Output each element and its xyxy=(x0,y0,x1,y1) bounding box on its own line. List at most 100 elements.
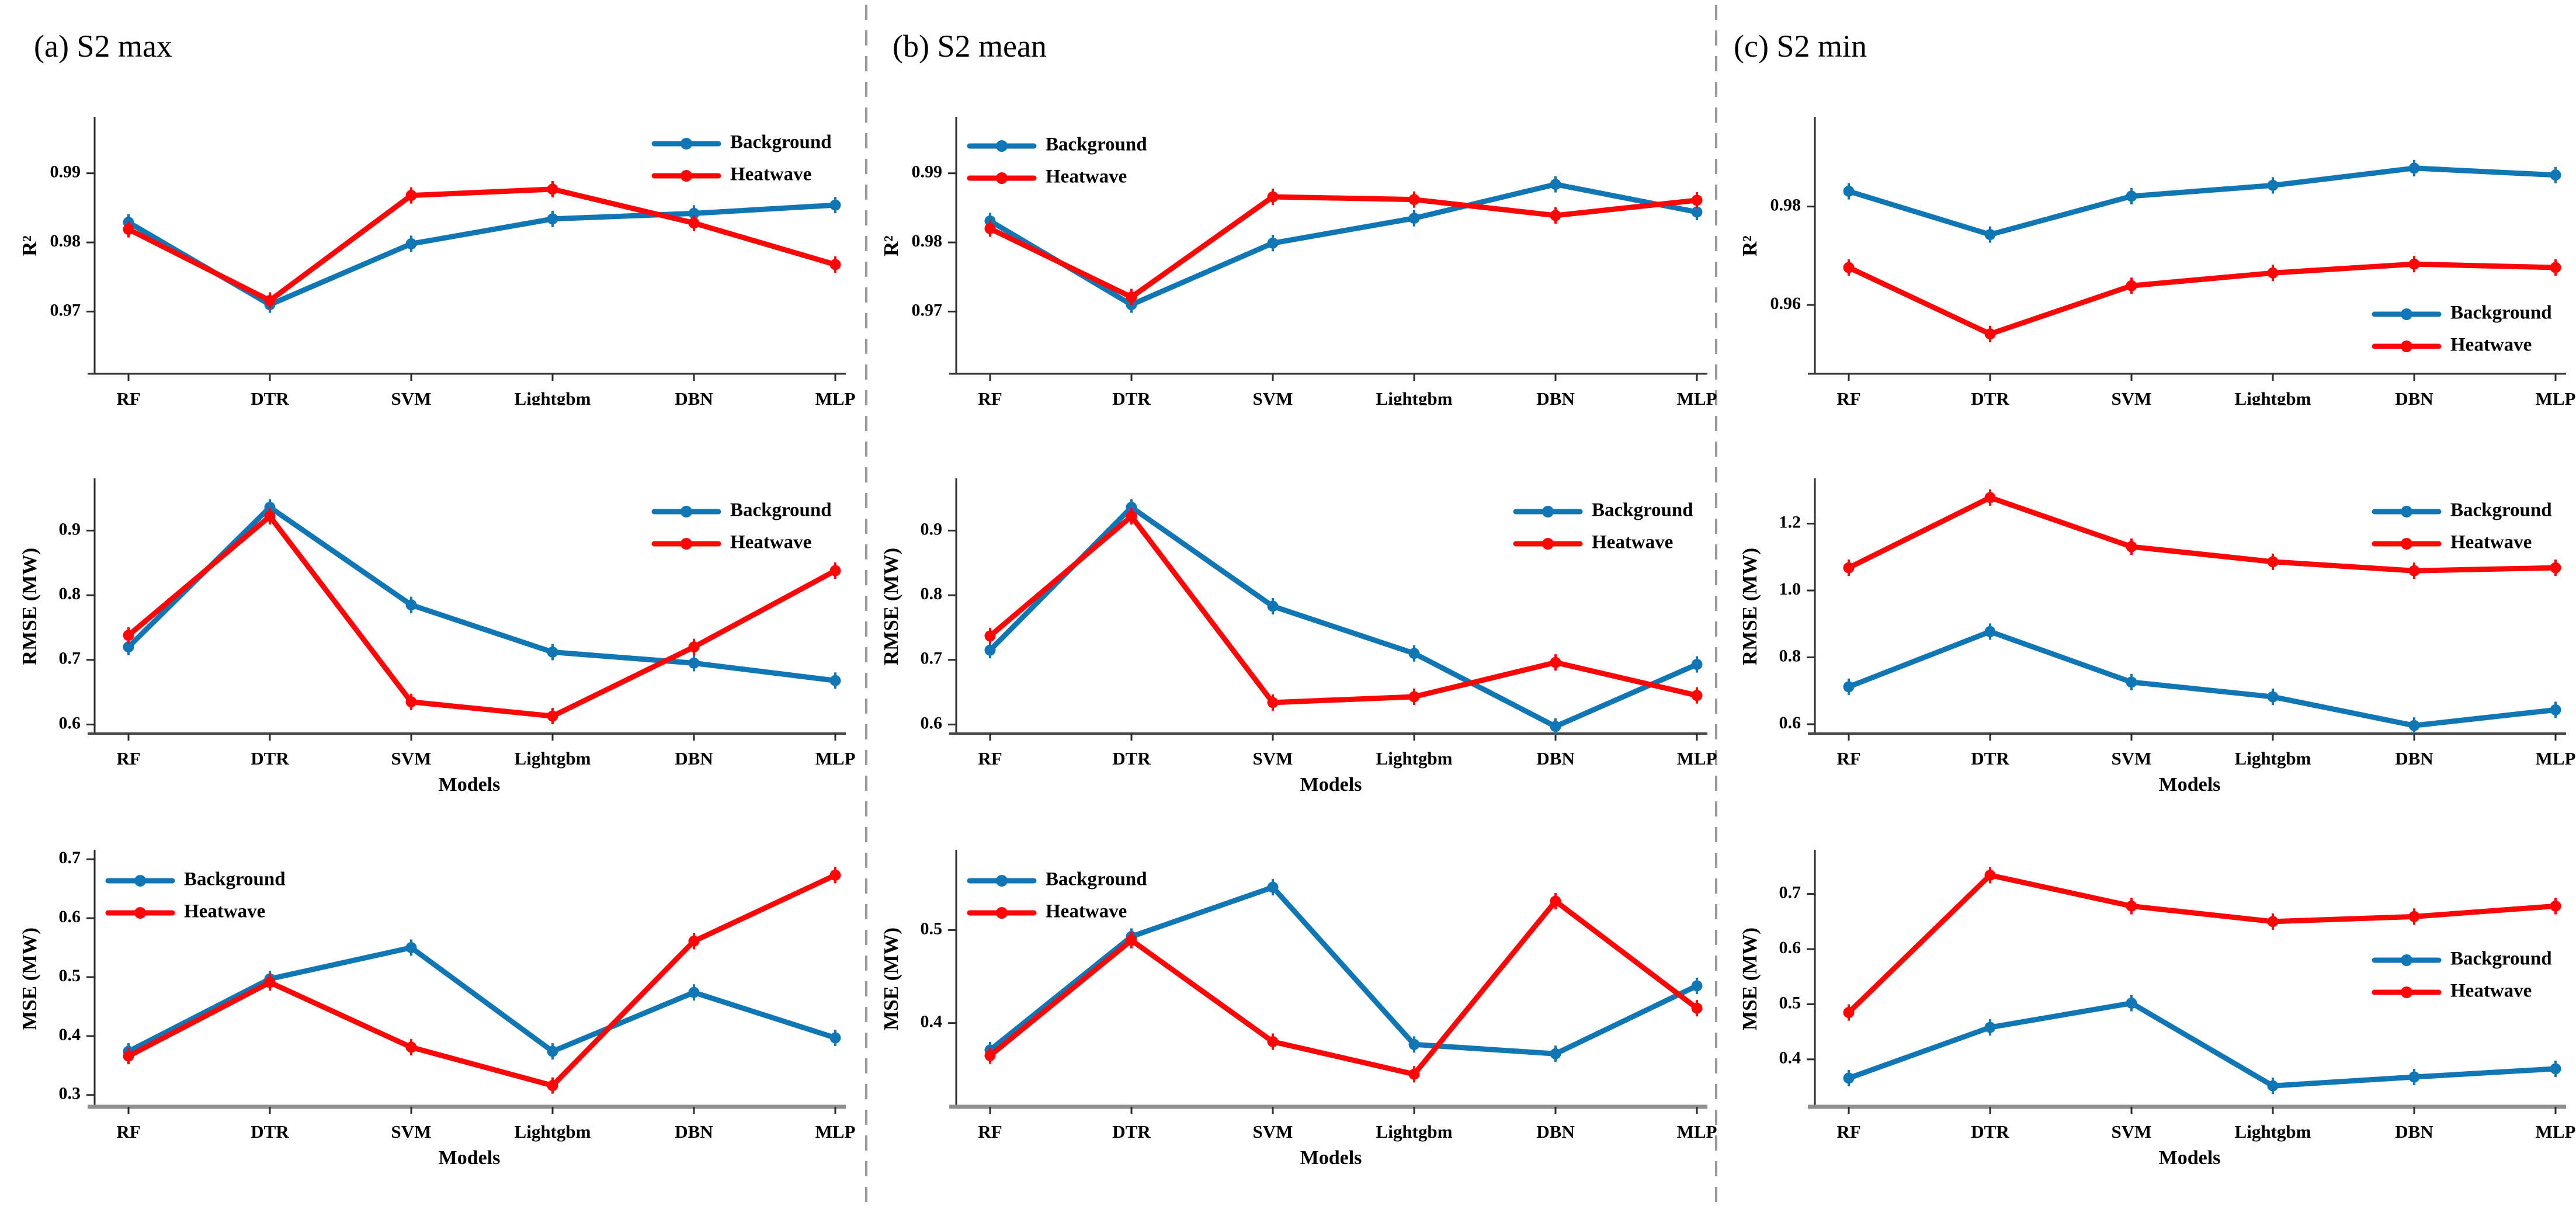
x-tick-label: RF xyxy=(116,748,140,769)
data-point-heatwave xyxy=(829,259,841,270)
x-tick-label: RF xyxy=(1836,748,1860,769)
y-tick-label: 0.8 xyxy=(59,584,81,603)
x-tick-label: MLP xyxy=(2536,1121,2576,1142)
x-tick-label: MLP xyxy=(1677,748,1717,769)
data-point-heatwave xyxy=(405,696,417,708)
data-point-heatwave xyxy=(1843,562,1855,574)
data-point-background xyxy=(1550,1048,1561,1059)
data-point-background xyxy=(688,657,700,669)
x-tick-label: DTR xyxy=(251,388,289,405)
data-point-background xyxy=(1843,186,1855,197)
series-line-heatwave xyxy=(126,872,838,1089)
data-point-heatwave xyxy=(405,1041,417,1053)
data-point-background xyxy=(1126,502,1137,513)
legend-label: Heatwave xyxy=(1046,901,1127,922)
series-line-background xyxy=(1846,1000,2558,1089)
y-tick-label: 0.8 xyxy=(1779,646,1801,665)
data-point-background xyxy=(1691,659,1703,670)
data-point-background xyxy=(547,1045,558,1057)
y-axis-title: R² xyxy=(880,235,902,256)
legend-marker-background xyxy=(996,875,1008,887)
data-point-heatwave xyxy=(547,1080,558,1092)
data-point-heatwave xyxy=(547,183,558,195)
data-point-heatwave xyxy=(688,935,700,947)
data-point-background xyxy=(2267,179,2279,191)
data-point-heatwave xyxy=(1691,690,1703,701)
data-point-heatwave xyxy=(2267,267,2279,279)
y-axis-title: MSE (MW) xyxy=(18,927,41,1030)
x-tick-label: Lightgbm xyxy=(1376,1121,1453,1142)
data-point-heatwave xyxy=(1408,194,1420,206)
y-tick-label: 0.8 xyxy=(921,584,943,603)
data-point-heatwave xyxy=(829,869,841,881)
data-point-background xyxy=(984,644,996,656)
data-point-heatwave xyxy=(1126,934,1137,946)
data-point-background xyxy=(1843,681,1855,693)
data-point-background xyxy=(2408,1071,2420,1083)
legend-marker-background xyxy=(2401,954,2412,966)
data-point-heatwave xyxy=(1126,291,1137,303)
legend-label: Heatwave xyxy=(2450,335,2532,356)
x-tick-label: RF xyxy=(978,748,1002,769)
chart-b-rmse: 0.6 0.7 0.8 0.9 RF DTR SVM Lightgbm DBN MLP Models… xyxy=(862,405,1717,811)
x-tick-label: Lightgbm xyxy=(515,748,591,769)
x-tick-label: RF xyxy=(1836,1121,1860,1142)
x-tick-label: Lightgbm xyxy=(1376,388,1453,405)
series-line-background xyxy=(987,182,1700,308)
data-point-background xyxy=(547,213,558,225)
legend-label: Background xyxy=(1046,134,1147,155)
y-tick-label: 0.6 xyxy=(921,713,943,732)
x-tick-label: Lightgbm xyxy=(515,1121,591,1142)
y-tick-label: 0.6 xyxy=(1779,713,1801,732)
x-tick-label: DTR xyxy=(1112,1121,1151,1142)
data-point-heatwave xyxy=(123,1050,134,1062)
data-point-heatwave xyxy=(2408,911,2420,922)
series-line-heatwave xyxy=(1846,495,2558,574)
series-line-heatwave xyxy=(126,513,838,719)
x-tick-label: DBN xyxy=(675,1121,713,1142)
data-point-heatwave xyxy=(688,217,700,229)
x-tick-label: SVM xyxy=(2112,388,2152,405)
column-separator-bc xyxy=(1715,5,1717,1211)
y-tick-label: 0.98 xyxy=(912,231,943,251)
series-line-background xyxy=(126,945,838,1054)
x-tick-label: MLP xyxy=(1677,1121,1717,1142)
data-point-background xyxy=(1267,237,1279,249)
x-tick-label: DBN xyxy=(1536,1121,1574,1142)
x-tick-label: DTR xyxy=(1971,1121,2009,1142)
x-tick-label: DTR xyxy=(251,1121,289,1142)
y-tick-label: 0.9 xyxy=(59,519,81,538)
x-tick-label: RF xyxy=(978,1121,1002,1142)
data-point-background xyxy=(2126,676,2137,688)
x-tick-label: DTR xyxy=(251,748,289,769)
y-tick-label: 0.4 xyxy=(59,1025,81,1044)
y-axis-title: R² xyxy=(1738,235,1761,256)
chart-a-r2: 0.970.980.99RFDTRSVMLightgbmDBNMLPModels… xyxy=(0,0,856,436)
legend-label: Background xyxy=(184,869,286,890)
panel-title-b: (b) S2 mean xyxy=(893,29,1047,64)
legend-marker-background xyxy=(2401,506,2412,517)
y-axis-title: RMSE (MW) xyxy=(1738,548,1761,665)
y-tick-label: 0.9 xyxy=(921,519,943,538)
data-point-heatwave xyxy=(123,630,134,641)
data-point-heatwave xyxy=(1267,1036,1279,1048)
data-point-background xyxy=(547,647,558,658)
x-tick-label: SVM xyxy=(391,388,432,405)
data-point-heatwave xyxy=(1843,262,1855,273)
x-tick-label: SVM xyxy=(1253,388,1293,405)
y-axis-title: RMSE (MW) xyxy=(18,548,41,665)
data-point-background xyxy=(2126,190,2137,202)
x-tick-label: RF xyxy=(116,1121,140,1142)
data-point-heatwave xyxy=(984,223,996,234)
data-point-heatwave xyxy=(2267,556,2279,568)
y-axis-title: RMSE (MW) xyxy=(880,548,902,665)
x-tick-label: Lightgbm xyxy=(2235,1121,2311,1142)
legend-marker-heatwave xyxy=(681,538,692,550)
data-point-background xyxy=(1691,206,1703,218)
x-tick-label: RF xyxy=(978,388,1002,405)
legend-label: Heatwave xyxy=(184,901,265,922)
data-point-heatwave xyxy=(1408,1068,1420,1080)
data-point-heatwave xyxy=(547,710,558,722)
data-point-background xyxy=(1408,213,1420,224)
x-tick-label: RF xyxy=(1836,388,1860,405)
